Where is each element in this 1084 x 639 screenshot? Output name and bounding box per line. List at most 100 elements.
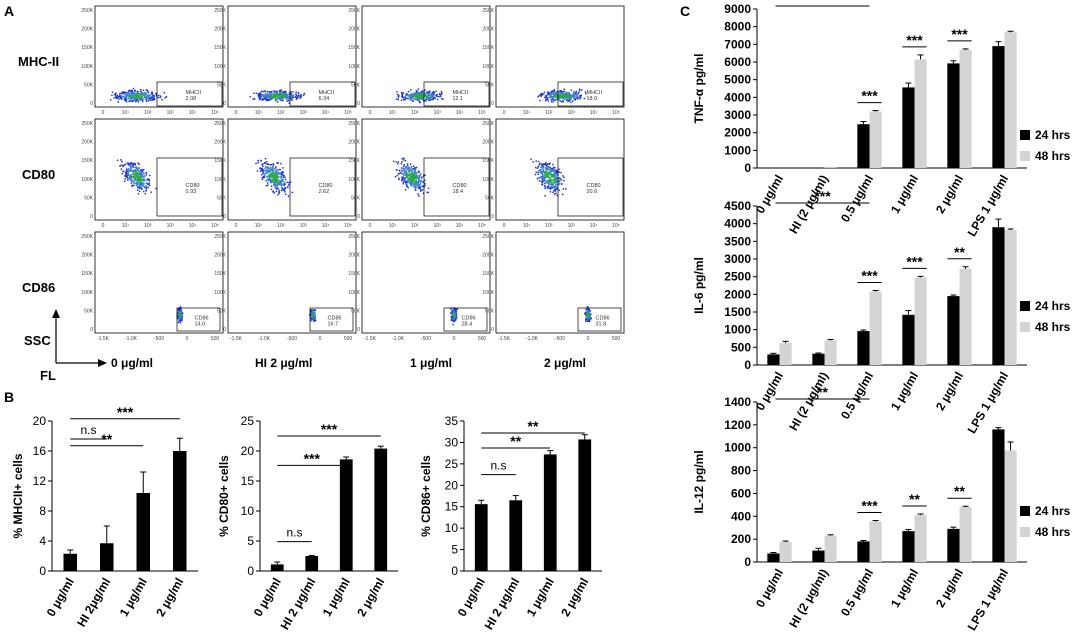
flow-event-dot bbox=[128, 97, 130, 100]
flow-event-dot bbox=[287, 99, 290, 102]
y-tick-label: 8 bbox=[39, 504, 46, 518]
flow-event-dot bbox=[415, 96, 418, 99]
flow-event-dot bbox=[409, 163, 412, 165]
flow-event-dot bbox=[135, 174, 137, 176]
flow-event-dot bbox=[139, 98, 141, 100]
flow-event-dot bbox=[130, 170, 133, 172]
flow-event-dot bbox=[294, 96, 297, 98]
flow-ytick-label: 0 bbox=[90, 214, 93, 220]
flow-ytick-label: 0 bbox=[90, 101, 93, 107]
flow-event-dot bbox=[550, 187, 553, 189]
flow-event-dot bbox=[280, 189, 283, 192]
y-tick-label: 0 bbox=[247, 564, 254, 578]
flow-event-dot bbox=[273, 184, 276, 187]
flow-event-dot bbox=[145, 179, 148, 181]
flow-event-dot bbox=[544, 179, 547, 182]
flow-event-dot bbox=[437, 95, 440, 98]
flow-event-dot bbox=[561, 93, 564, 96]
flow-event-dot bbox=[426, 95, 429, 98]
flow-event-dot bbox=[554, 187, 557, 189]
flow-ytick-label: 0 bbox=[223, 101, 226, 107]
flow-event-dot bbox=[127, 162, 130, 164]
flow-plot-1-2: 250K 200K 150K 100K 50K 0 0 10¹ 10² 10³ 10⁴ 10⁵ CD80… bbox=[348, 118, 491, 229]
flow-event-dot bbox=[272, 169, 274, 172]
flow-event-dot bbox=[269, 180, 272, 183]
flow-event-dot bbox=[137, 93, 140, 95]
flow-event-dot bbox=[555, 95, 558, 98]
flow-event-dot bbox=[412, 185, 414, 188]
flow-event-dot bbox=[419, 94, 422, 96]
flow-event-dot bbox=[144, 95, 146, 97]
flow-event-dot bbox=[406, 179, 409, 182]
flow-event-dot bbox=[147, 186, 149, 189]
flow-ytick-label: 150K bbox=[482, 45, 494, 51]
flow-event-dot bbox=[568, 95, 571, 98]
panel-label-b: B bbox=[4, 389, 14, 405]
legend-label: 24 hrs bbox=[1035, 504, 1071, 518]
flow-event-dot bbox=[402, 96, 405, 99]
flow-ytick-label: 0 bbox=[357, 327, 360, 333]
flow-event-dot bbox=[418, 184, 421, 187]
flow-event-dot bbox=[425, 98, 427, 101]
flow-event-dot bbox=[261, 163, 264, 166]
flow-plot-frame bbox=[227, 231, 357, 334]
flow-event-dot bbox=[178, 311, 181, 314]
flow-event-dot bbox=[134, 89, 136, 92]
flow-gate bbox=[156, 81, 223, 107]
flow-event-dot bbox=[451, 314, 454, 316]
flow-event-dot bbox=[418, 98, 420, 101]
flow-event-dot bbox=[401, 157, 404, 160]
flow-event-dot bbox=[145, 174, 148, 176]
flow-event-dot bbox=[146, 178, 149, 180]
flow-event-dot bbox=[453, 318, 456, 320]
flow-event-dot bbox=[157, 96, 159, 99]
flow-event-dot bbox=[292, 91, 294, 93]
flow-event-dot bbox=[142, 94, 145, 97]
flow-xtick-label: 0 bbox=[235, 110, 238, 116]
flow-event-dot bbox=[414, 188, 417, 191]
flow-event-dot bbox=[128, 96, 131, 98]
flow-gate-value: 31.8 bbox=[596, 322, 607, 328]
flow-event-dot bbox=[278, 182, 281, 184]
flow-event-dot bbox=[284, 91, 287, 94]
flow-event-dot bbox=[415, 176, 418, 178]
significance-stars: ** bbox=[817, 384, 828, 400]
bar-48-hrs bbox=[1004, 450, 1017, 562]
flow-event-dot bbox=[270, 95, 272, 98]
flow-event-dot bbox=[412, 96, 415, 98]
flow-event-dot bbox=[116, 97, 119, 100]
y-tick-label: 5 bbox=[247, 534, 254, 548]
flow-xtick-label: 500 bbox=[211, 336, 220, 342]
flow-event-dot bbox=[270, 185, 273, 188]
flow-event-dot bbox=[123, 97, 126, 99]
flow-event-dot bbox=[144, 192, 147, 195]
significance-stars: *** bbox=[814, 0, 831, 7]
flow-event-dot bbox=[273, 95, 276, 97]
flow-event-dot bbox=[552, 93, 555, 95]
flow-xtick-label: 10¹ bbox=[122, 110, 130, 116]
flow-xtick-label: -1.0K bbox=[125, 336, 138, 342]
flow-event-dot bbox=[544, 174, 547, 177]
flow-event-dot bbox=[544, 185, 546, 188]
flow-event-dot bbox=[419, 173, 422, 175]
flow-event-dot bbox=[163, 92, 166, 94]
flow-xtick-label: 10⁵ bbox=[211, 110, 219, 116]
flow-event-dot bbox=[544, 187, 547, 190]
flow-event-dot bbox=[135, 167, 138, 170]
flow-xtick-label: 10¹ bbox=[389, 223, 397, 229]
flow-event-dot bbox=[144, 96, 147, 99]
flow-event-dot bbox=[408, 169, 410, 172]
flow-event-dot bbox=[583, 97, 586, 100]
flow-event-dot bbox=[400, 171, 402, 174]
flow-event-dot bbox=[136, 175, 139, 177]
flow-event-dot bbox=[277, 183, 279, 185]
flow-event-dot bbox=[122, 170, 125, 173]
flow-event-dot bbox=[267, 163, 270, 166]
flow-xtick-label: 10⁴ bbox=[456, 110, 464, 116]
y-tick-label: 200 bbox=[731, 532, 751, 546]
bar-24-hrs bbox=[992, 227, 1005, 365]
ns-label: n.s bbox=[490, 459, 506, 473]
flow-ytick-label: 150K bbox=[348, 271, 360, 277]
flow-event-dot bbox=[286, 100, 289, 102]
flow-event-dot bbox=[430, 92, 433, 95]
